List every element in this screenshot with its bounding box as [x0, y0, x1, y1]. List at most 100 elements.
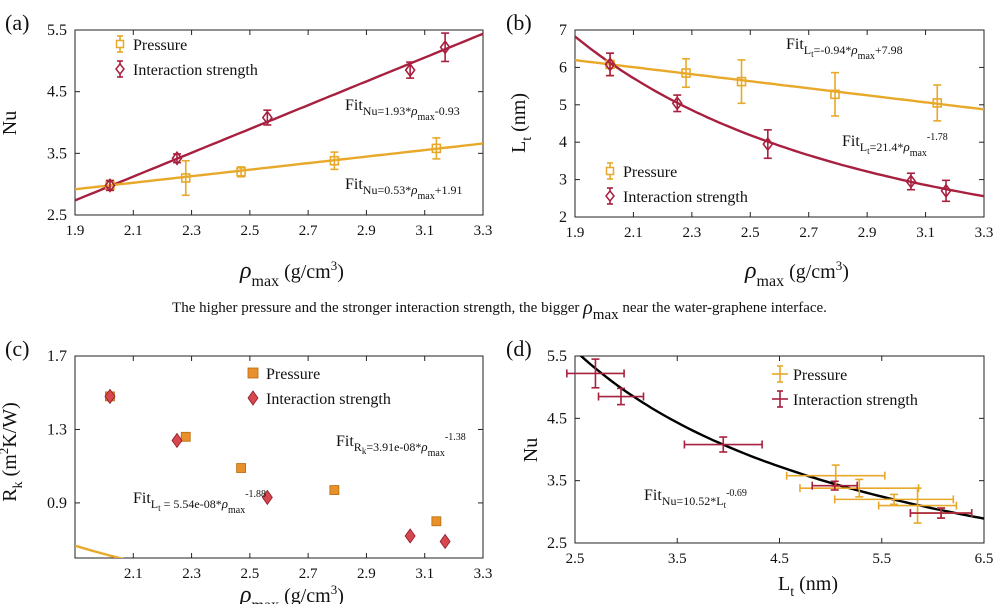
legend-entry: Interaction strength [133, 62, 258, 79]
panel-c: (c) 2.1 2.3 2.5 2.7 2.9 3.1 3.3 0.9 1.3 1.7 ρmax (g… [0, 336, 493, 609]
y-axis-label: Nu [520, 438, 542, 462]
x-tick-label: 4.5 [770, 551, 789, 567]
x-tick-label: 2.7 [799, 225, 818, 241]
x-tick-label: 2.9 [357, 223, 376, 239]
x-axis-label: Lt (nm) [778, 573, 838, 600]
x-axis-label: ρmax (g/cm3) [239, 258, 344, 290]
panel-label: (a) [5, 10, 29, 35]
y-tick-label: 1.3 [47, 421, 67, 438]
x-tick-label: 2.5 [741, 225, 760, 241]
marker-diamond [104, 388, 116, 405]
legend: Pressure Interaction strength [605, 162, 748, 206]
legend-marker [247, 390, 259, 406]
marker-diamond [671, 95, 683, 111]
marker-square [236, 167, 246, 177]
marker-square [736, 76, 747, 87]
data-markers [604, 52, 952, 203]
x-tick-label: 2.9 [357, 566, 376, 582]
marker-diamond [604, 57, 616, 72]
marker-square [830, 89, 840, 100]
legend-entry: Pressure [623, 164, 677, 181]
x-tick-label: 3.1 [415, 223, 434, 239]
legend-entry: Pressure [133, 37, 187, 54]
marker-diamond [762, 136, 774, 152]
marker-square [431, 516, 442, 527]
y-tick-label: 6 [559, 59, 567, 76]
legend: Pressure Interaction strength [247, 366, 391, 408]
data-markers [104, 388, 451, 550]
legend-entry: Pressure [793, 367, 847, 384]
marker-diamond [439, 39, 451, 55]
legend-entry: Interaction strength [793, 392, 918, 409]
panel-label: (c) [5, 336, 29, 361]
fit-label-pressure: FitRk=3.91e-08*ρmax-1.38 [336, 432, 466, 459]
marker-diamond [171, 150, 183, 166]
marker-diamond [404, 62, 416, 78]
y-tick-label: 2.5 [47, 207, 67, 224]
fit-line-pressure [75, 142, 483, 191]
marker-square [180, 173, 191, 183]
caption-text-before: The higher pressure and the stronger int… [172, 300, 580, 316]
caption-rho: ρ [583, 297, 593, 319]
legend-entry: Pressure [266, 366, 320, 383]
y-tick-label: 4.5 [47, 84, 67, 101]
x-tick-label: 2.5 [240, 566, 259, 582]
x-tick-label: 3.3 [474, 566, 493, 582]
fit-label-interaction: FitLt = 5.54e-08*ρmax-1.88 [133, 489, 266, 516]
marker-diamond [439, 533, 451, 550]
x-tick-label: 3.3 [474, 223, 493, 239]
y-tick-label: 7 [559, 22, 567, 39]
x-tick-label: 2.1 [124, 566, 143, 582]
x-tick-label: 2.9 [858, 225, 877, 241]
x-tick-label: 2.1 [624, 225, 643, 241]
marker-square [180, 431, 191, 442]
y-tick-label: 4 [559, 134, 567, 151]
caption-rho-sub: max [592, 307, 619, 323]
panel-a: (a) 1.9 2.1 2.3 2.5 2.7 2.9 3.1 3.3 2.5 3.5 4.5 5.5 ρ… [0, 10, 492, 290]
panel-b: (b) 1.9 2.1 2.3 2.5 2.7 2.9 3.1 3.3 2 3 4 5 6 7 ρmax (g… [506, 10, 993, 290]
panel-label: (b) [506, 10, 532, 35]
fit-annotations: FitNu=1.93*ρmax-0.93 FitNu=0.53*ρmax+1.91 [345, 97, 462, 202]
x-axis-label: ρmax (g/cm3) [744, 258, 849, 290]
x-tick-label: 6.5 [975, 551, 994, 567]
y-tick-label: 3.5 [47, 145, 67, 162]
y-tick-label: 5 [559, 97, 567, 114]
x-tick-label: 2.3 [182, 223, 201, 239]
marker-square [329, 485, 340, 495]
marker-diamond [404, 528, 416, 544]
fit-curves [579, 356, 984, 520]
caption-text-after: near the water-graphene interface. [622, 300, 827, 316]
legend: Pressure Interaction strength [772, 365, 918, 409]
x-tick-label: 2.3 [182, 566, 201, 582]
y-axis-label: Nu [0, 111, 21, 135]
x-tick-label: 1.9 [566, 225, 585, 241]
legend: Pressure Interaction strength [115, 35, 258, 79]
legend-entry: Interaction strength [623, 189, 748, 206]
fit-line-interaction [75, 32, 483, 202]
axes-frame [74, 355, 484, 559]
y-tick-label: 5.5 [47, 22, 67, 39]
x-tick-label: 5.5 [872, 551, 891, 567]
y-tick-label: 0.9 [47, 495, 67, 512]
marker-diamond [261, 489, 273, 506]
data-markers [104, 32, 451, 197]
fit-curves [575, 35, 984, 198]
figure-caption: The higher pressure and the stronger int… [0, 295, 999, 323]
marker-square [236, 463, 247, 473]
x-tick-label: 2.3 [682, 225, 701, 241]
y-tick-label: 1.7 [47, 348, 67, 365]
marker-diamond [104, 178, 116, 193]
marker-square [431, 143, 442, 154]
axes-frame [574, 29, 985, 218]
panel-label: (d) [506, 336, 532, 361]
y-tick-label: 5.5 [547, 348, 567, 365]
fit-label-pressure: FitLt=-0.94*ρmax+7.98 [786, 36, 903, 62]
x-tick-label: 3.5 [668, 551, 687, 567]
y-tick-label: 3.5 [547, 473, 567, 490]
data-markers [566, 358, 973, 524]
marker-diamond [905, 174, 917, 189]
legend-entry: Interaction strength [266, 391, 391, 408]
legend-marker [115, 39, 125, 49]
fit-annotations: FitRk=3.91e-08*ρmax-1.38 FitLt = 5.54e-08… [133, 432, 466, 516]
